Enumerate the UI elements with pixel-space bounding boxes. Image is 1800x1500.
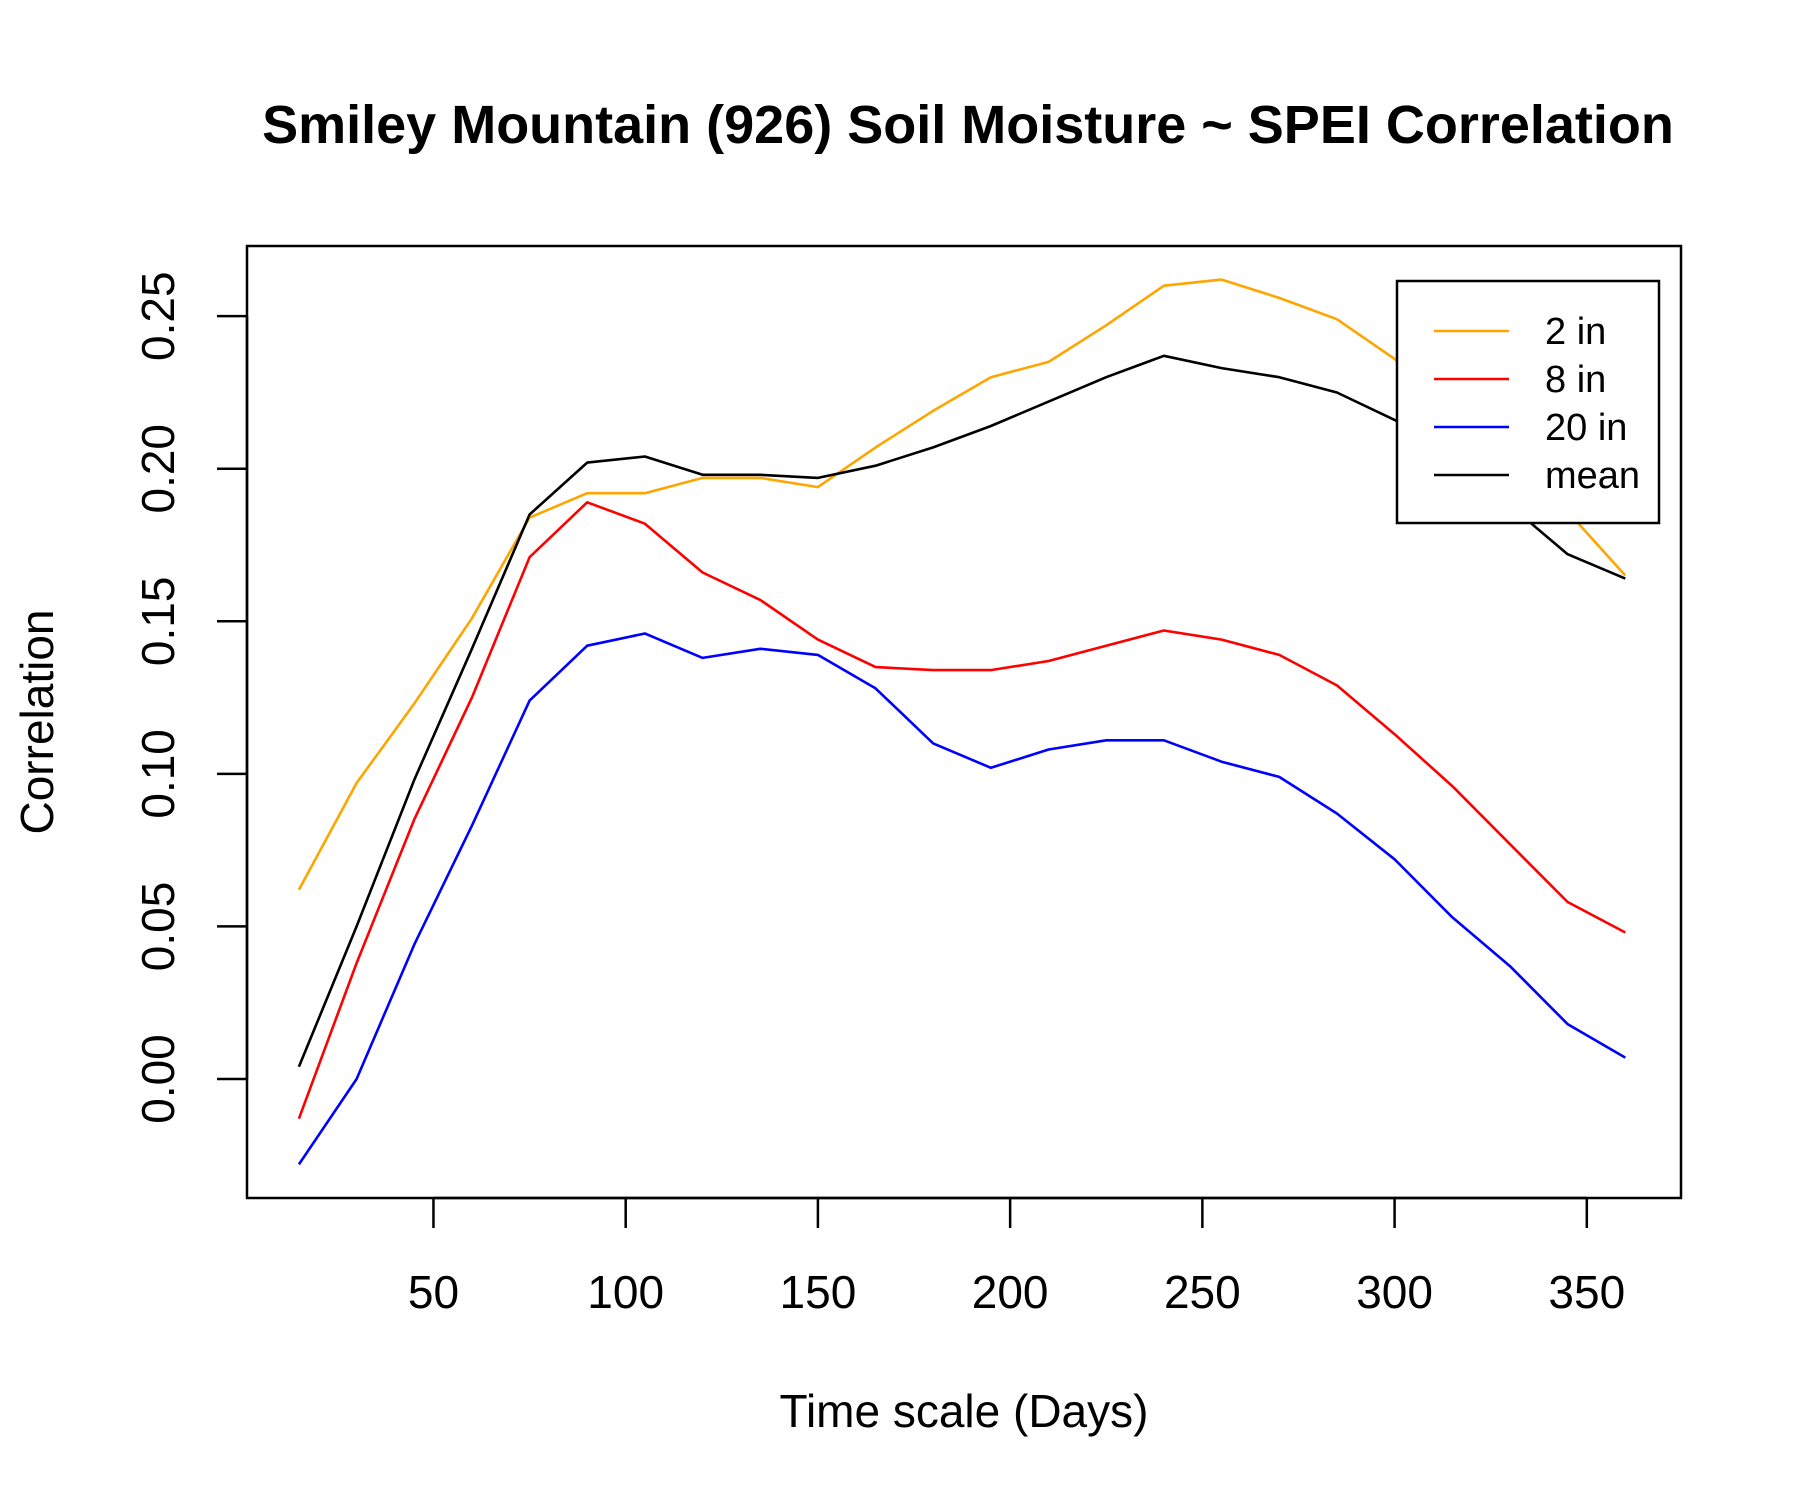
y-tick-label: 0.15 bbox=[132, 577, 184, 667]
x-tick-label: 50 bbox=[408, 1266, 459, 1318]
y-tick-label: 0.20 bbox=[132, 424, 184, 514]
legend: 2 in 8 in 20 in mean bbox=[1395, 279, 1661, 525]
series-line-20-in bbox=[297, 632, 1626, 1166]
legend-box bbox=[1395, 279, 1661, 525]
x-tick-label: 250 bbox=[1164, 1266, 1241, 1318]
legend-label: 8 in bbox=[1545, 359, 1606, 401]
x-tick-label: 300 bbox=[1356, 1266, 1433, 1318]
y-axis: 0.00 0.05 0.10 0.15 0.20 0.25 bbox=[132, 271, 249, 1124]
y-tick-label: 0.00 bbox=[132, 1034, 184, 1124]
legend-label: 2 in bbox=[1545, 311, 1606, 353]
legend-label: 20 in bbox=[1545, 407, 1627, 449]
y-axis-label: Correlation bbox=[11, 610, 63, 835]
x-tick-label: 150 bbox=[780, 1266, 857, 1318]
y-tick-label: 0.10 bbox=[132, 729, 184, 819]
y-tick-label: 0.05 bbox=[132, 882, 184, 972]
x-tick-label: 100 bbox=[587, 1266, 664, 1318]
chart-title: Smiley Mountain (926) Soil Moisture ~ SP… bbox=[262, 95, 1674, 155]
y-tick-label: 0.25 bbox=[132, 271, 184, 361]
x-axis: 50 100 150 200 250 300 350 bbox=[408, 1196, 1625, 1318]
legend-label: mean bbox=[1545, 455, 1640, 497]
x-tick-label: 350 bbox=[1548, 1266, 1625, 1318]
series-line-8-in bbox=[297, 500, 1626, 1120]
x-tick-label: 200 bbox=[972, 1266, 1049, 1318]
x-axis-label: Time scale (Days) bbox=[780, 1385, 1149, 1437]
